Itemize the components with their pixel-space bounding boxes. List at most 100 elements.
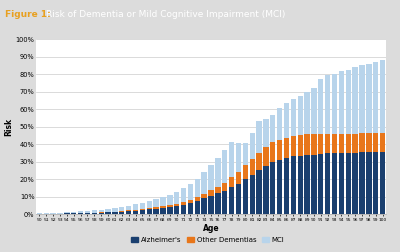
Bar xyxy=(188,184,193,200)
Bar xyxy=(44,213,49,214)
Bar xyxy=(229,177,234,187)
Bar xyxy=(154,209,159,214)
Bar xyxy=(154,207,159,209)
Bar xyxy=(304,155,310,214)
Bar xyxy=(366,64,372,133)
Bar xyxy=(140,209,145,210)
Bar xyxy=(339,72,344,134)
Bar xyxy=(250,133,255,159)
Bar xyxy=(243,143,248,165)
Bar xyxy=(256,121,262,153)
Bar xyxy=(222,191,228,214)
Bar xyxy=(146,209,152,214)
Bar xyxy=(167,205,172,207)
Bar xyxy=(359,65,365,133)
Bar xyxy=(222,150,228,183)
Bar xyxy=(92,210,97,212)
Bar xyxy=(256,170,262,214)
Bar xyxy=(380,60,385,133)
Bar xyxy=(174,204,179,206)
Bar xyxy=(325,75,330,134)
X-axis label: Age: Age xyxy=(203,225,219,233)
Bar xyxy=(298,135,303,155)
Bar xyxy=(126,210,131,211)
Bar xyxy=(208,165,214,190)
Bar xyxy=(352,134,358,153)
Bar xyxy=(174,206,179,214)
Bar xyxy=(380,133,385,152)
Bar xyxy=(215,186,220,193)
Bar xyxy=(236,143,241,172)
Bar xyxy=(270,115,276,142)
Bar xyxy=(236,172,241,183)
Bar xyxy=(229,142,234,177)
Bar xyxy=(332,153,337,214)
Bar xyxy=(366,152,372,214)
Bar xyxy=(126,211,131,214)
Bar xyxy=(140,203,145,209)
Bar xyxy=(346,153,351,214)
Bar xyxy=(194,179,200,197)
Bar xyxy=(291,136,296,156)
Bar xyxy=(85,213,90,214)
Bar xyxy=(167,195,172,205)
Bar xyxy=(284,138,289,158)
Bar xyxy=(194,197,200,201)
Bar xyxy=(318,134,324,154)
Bar xyxy=(298,155,303,214)
Bar xyxy=(112,212,118,214)
Bar xyxy=(318,154,324,214)
Bar xyxy=(146,208,152,209)
Bar xyxy=(98,213,104,214)
Text: Figure 1:: Figure 1: xyxy=(5,10,50,19)
Bar xyxy=(284,158,289,214)
Bar xyxy=(243,179,248,214)
Bar xyxy=(352,153,358,214)
Bar xyxy=(311,88,317,134)
Bar xyxy=(188,203,193,214)
Bar xyxy=(332,134,337,153)
Bar xyxy=(71,212,76,213)
Bar xyxy=(174,192,179,204)
Bar xyxy=(332,74,337,134)
Text: Risk of Dementia or Mild Cognitive Impairment (MCI): Risk of Dementia or Mild Cognitive Impai… xyxy=(46,10,285,19)
Bar xyxy=(208,190,214,196)
Y-axis label: Risk: Risk xyxy=(4,118,13,136)
Bar xyxy=(277,160,282,214)
Bar xyxy=(298,96,303,135)
Bar xyxy=(71,213,76,214)
Bar xyxy=(133,204,138,210)
Bar xyxy=(311,134,317,155)
Bar xyxy=(181,202,186,205)
Bar xyxy=(250,159,255,175)
Bar xyxy=(291,156,296,214)
Bar xyxy=(160,206,166,208)
Bar xyxy=(215,193,220,214)
Bar xyxy=(359,133,365,152)
Bar xyxy=(112,208,118,212)
Bar xyxy=(318,79,324,134)
Bar xyxy=(270,162,276,214)
Bar xyxy=(229,187,234,214)
Bar xyxy=(352,67,358,134)
Bar xyxy=(263,119,268,147)
Bar xyxy=(339,153,344,214)
Bar xyxy=(146,201,152,208)
Bar xyxy=(105,209,111,212)
Bar xyxy=(263,166,268,214)
Bar xyxy=(373,133,378,152)
Bar xyxy=(236,183,241,214)
Bar xyxy=(78,213,83,214)
Bar xyxy=(208,196,214,214)
Bar xyxy=(243,165,248,179)
Bar xyxy=(339,134,344,153)
Bar xyxy=(160,197,166,206)
Bar xyxy=(154,199,159,207)
Bar xyxy=(105,212,111,214)
Legend: Alzheimer's, Other Dementias, MCI: Alzheimer's, Other Dementias, MCI xyxy=(129,234,287,246)
Bar xyxy=(85,211,90,213)
Bar xyxy=(222,183,228,191)
Bar xyxy=(181,188,186,202)
Bar xyxy=(188,200,193,203)
Bar xyxy=(98,210,104,212)
